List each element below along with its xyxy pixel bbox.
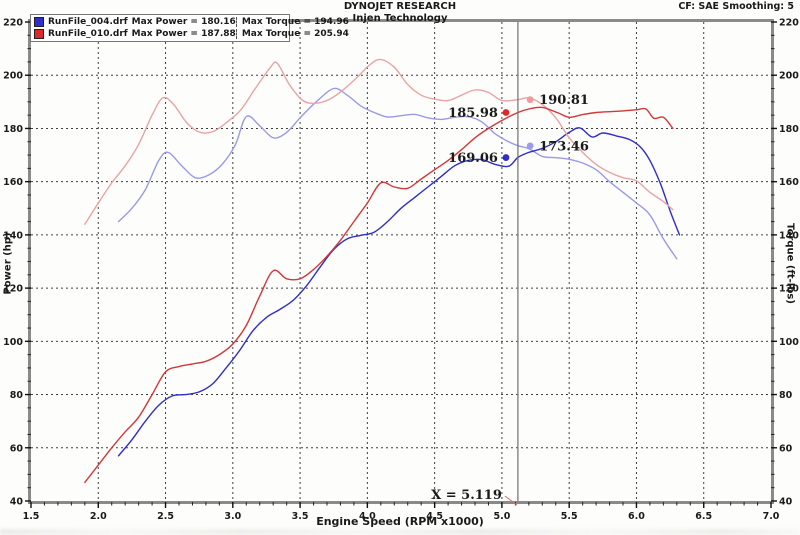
x-tick-label: 5.5 bbox=[561, 511, 578, 522]
x-tick-label: 3.0 bbox=[224, 511, 241, 522]
cursor-pointer-line bbox=[504, 495, 518, 506]
run010-file-label: RunFile_010.drf bbox=[48, 29, 128, 39]
x-tick-label: 4.0 bbox=[359, 511, 376, 522]
run004-file-label: RunFile_004.drf bbox=[48, 17, 128, 27]
bottom-edge-artifact bbox=[0, 529, 800, 535]
correction-smoothing-info: CF: SAE Smoothing: 5 bbox=[678, 1, 794, 12]
x-tick-label: 4.5 bbox=[426, 511, 443, 522]
marker-value-label: 173.46 bbox=[539, 139, 589, 154]
curve-run004-power[interactable] bbox=[117, 127, 681, 457]
run010-color-swatch bbox=[34, 29, 44, 39]
x-tick-label: 2.5 bbox=[157, 511, 174, 522]
power-tick-label: 140 bbox=[3, 230, 23, 241]
run004-max-power: Max Power = 180.16 bbox=[131, 17, 236, 27]
legend-box: RunFile_004.drf Max Power = 180.16 Max T… bbox=[30, 14, 349, 42]
marker-dot[interactable] bbox=[526, 96, 534, 104]
torque-tick-label: 160 bbox=[779, 177, 799, 188]
torque-tick-label: 80 bbox=[779, 390, 793, 401]
power-tick-label: 220 bbox=[3, 18, 23, 29]
torque-tick-label: 180 bbox=[779, 124, 799, 135]
torque-tick-label: 140 bbox=[779, 230, 799, 241]
power-tick-label: 80 bbox=[10, 390, 24, 401]
marker-value-label: 169.06 bbox=[448, 151, 498, 166]
plot-frame bbox=[28, 19, 774, 504]
power-tick-label: 120 bbox=[3, 284, 23, 295]
power-tick-label: 60 bbox=[10, 443, 24, 454]
cursor-x-label: X = 5.119 bbox=[431, 488, 502, 503]
power-axis-title: Power (hp) bbox=[2, 232, 14, 295]
run010-max-torque: Max Torque = 205.94 bbox=[235, 29, 352, 39]
curve-run004-torque[interactable] bbox=[117, 87, 678, 260]
torque-tick-label: 200 bbox=[779, 71, 799, 82]
marker-dot[interactable] bbox=[502, 154, 510, 161]
legend-row-run010[interactable]: RunFile_010.drf Max Power = 187.88 Max T… bbox=[31, 28, 349, 40]
power-tick-label: 180 bbox=[3, 124, 23, 135]
legend-row-run004[interactable]: RunFile_004.drf Max Power = 180.16 Max T… bbox=[31, 16, 349, 28]
x-tick-label: 6.5 bbox=[695, 511, 712, 522]
run004-max-torque: Max Torque = 194.96 bbox=[235, 17, 352, 27]
torque-tick-label: 60 bbox=[779, 443, 793, 454]
page-subtitle: Injen Technology bbox=[352, 13, 448, 24]
engine-speed-axis-title: Engine Speed (RPM x1000) bbox=[316, 515, 484, 528]
curve-run010-torque[interactable] bbox=[84, 58, 674, 225]
power-tick-label: 200 bbox=[3, 71, 23, 82]
x-tick-label: 1.5 bbox=[23, 511, 40, 522]
x-tick-label: 5.0 bbox=[493, 511, 510, 522]
torque-tick-label: 100 bbox=[779, 337, 799, 348]
torque-axis-title: Torque (ft-lbs) bbox=[784, 223, 796, 304]
x-tick-label: 2.0 bbox=[90, 511, 107, 522]
run004-color-swatch bbox=[34, 17, 44, 27]
power-tick-label: 40 bbox=[10, 497, 24, 508]
torque-tick-label: 120 bbox=[779, 284, 799, 295]
run010-max-power: Max Power = 187.88 bbox=[131, 29, 236, 39]
torque-tick-label: 40 bbox=[779, 497, 793, 508]
curve-run010-power[interactable] bbox=[84, 106, 674, 484]
marker-dot[interactable] bbox=[526, 142, 534, 150]
marker-value-label: 190.81 bbox=[539, 93, 589, 108]
x-tick-label: 7.0 bbox=[763, 511, 780, 522]
power-tick-label: 160 bbox=[3, 177, 23, 188]
x-tick-label: 6.0 bbox=[628, 511, 645, 522]
torque-tick-label: 220 bbox=[779, 18, 799, 29]
x-tick-label: 3.5 bbox=[292, 511, 309, 522]
page-title: DYNOJET RESEARCH bbox=[343, 1, 457, 12]
marker-value-label: 185.98 bbox=[448, 106, 498, 121]
marker-dot[interactable] bbox=[502, 109, 510, 116]
power-tick-label: 100 bbox=[3, 337, 23, 348]
